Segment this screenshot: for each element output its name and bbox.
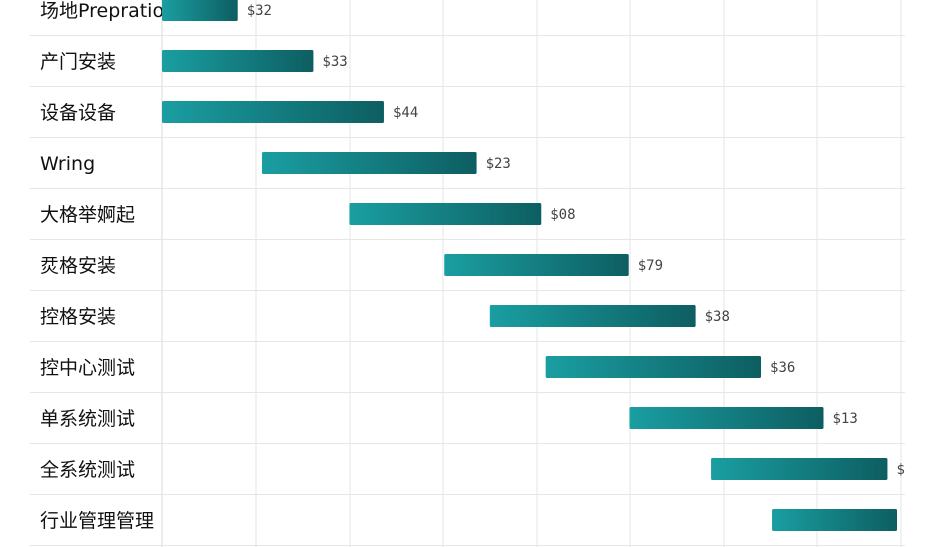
value-label: $	[896, 462, 904, 478]
grid	[30, 0, 905, 547]
category-label: 单系统测试	[40, 408, 135, 430]
category-label: 控中心测试	[40, 357, 135, 379]
value-label: $13	[833, 411, 858, 427]
value-label: $36	[770, 360, 795, 376]
value-labels: $32 $33 $44 $23 $08 $79 $38 $36 $13 $	[247, 3, 905, 478]
category-label: 大格举婀起	[40, 204, 135, 226]
task-bar	[162, 101, 384, 123]
task-bar	[772, 509, 897, 531]
category-label: 全系统测试	[40, 459, 135, 481]
category-label: 产门安装	[40, 51, 116, 73]
task-bar	[162, 0, 238, 21]
bars	[162, 0, 897, 531]
value-label: $38	[705, 309, 730, 325]
value-label: $33	[322, 54, 347, 70]
category-label: Wring	[40, 153, 95, 175]
value-label: $32	[247, 3, 272, 19]
task-bar	[545, 356, 762, 378]
task-bar	[489, 305, 696, 327]
category-label: 设备设备	[40, 102, 116, 124]
task-bar	[444, 254, 629, 276]
task-bar	[162, 50, 314, 72]
task-bar	[629, 407, 824, 429]
category-label: 行业管理管理	[40, 510, 154, 532]
category-label: 控格安装	[40, 306, 116, 328]
category-label: 烎格安装	[40, 255, 116, 277]
value-label: $44	[393, 105, 418, 121]
value-label: $08	[550, 207, 575, 223]
category-label: 场地Prepration	[40, 0, 176, 22]
task-bar	[711, 458, 888, 480]
value-label: $79	[638, 258, 663, 274]
value-label: $23	[486, 156, 511, 172]
task-bar	[349, 203, 542, 225]
task-bar	[261, 152, 477, 174]
